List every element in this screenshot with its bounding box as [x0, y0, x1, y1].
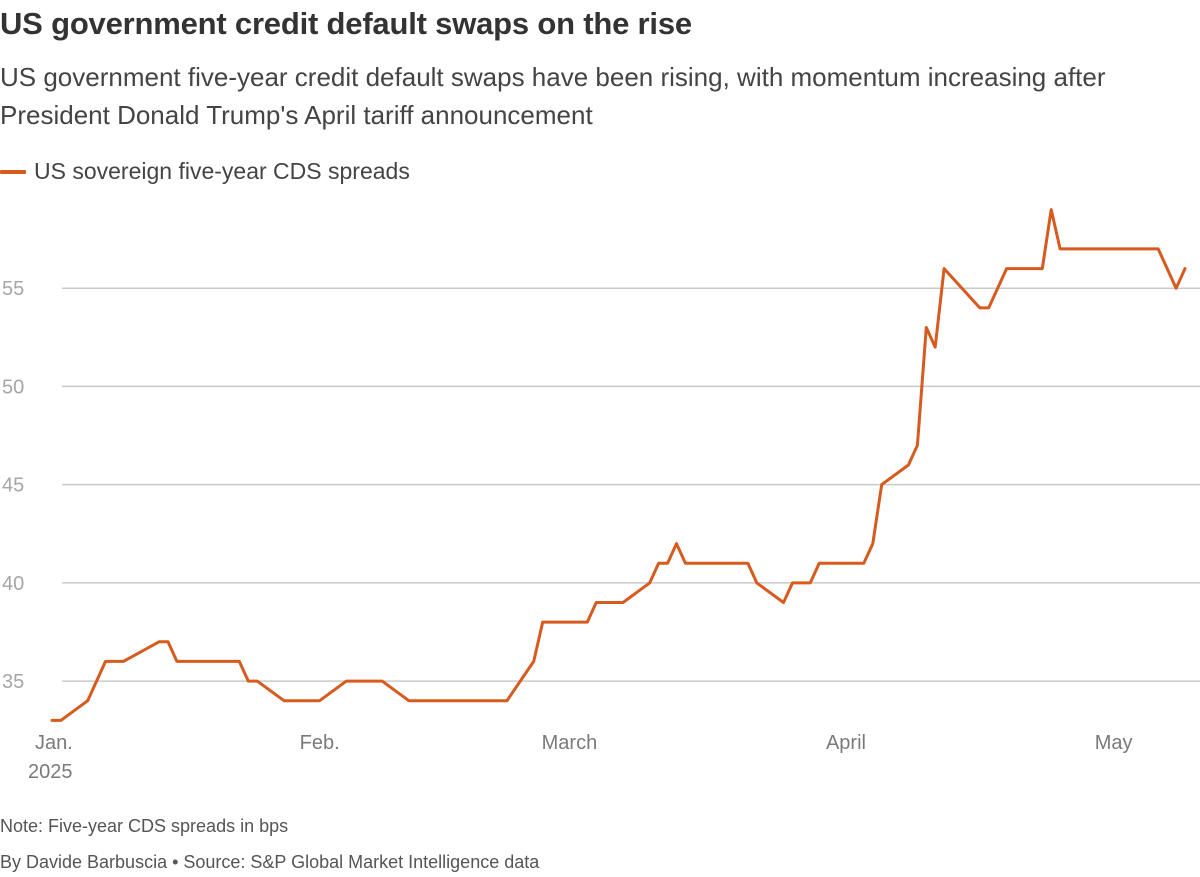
- series-layer: [50, 208, 1187, 722]
- chart-title: US government credit default swaps on th…: [0, 6, 692, 41]
- y-axis-ticks: 35 40 45 50 55: [2, 278, 24, 693]
- x-tick-label-april: April: [826, 732, 866, 754]
- legend-label: US sovereign five-year CDS spreads: [34, 158, 410, 184]
- legend-swatch: [0, 169, 26, 174]
- series-line-us-cds: [50, 208, 1187, 722]
- x-axis-ticks: Jan. 2025 Feb. March April May: [28, 732, 1133, 783]
- y-tick-label-35: 35: [2, 671, 24, 693]
- y-tick-label-40: 40: [2, 573, 24, 595]
- chart-note: Note: Five-year CDS spreads in bps: [0, 816, 289, 836]
- x-tick-label-feb: Feb.: [300, 732, 340, 754]
- y-tick-label-55: 55: [2, 278, 24, 300]
- chart-credit: By Davide Barbuscia • Source: S&P Global…: [0, 852, 540, 872]
- y-tick-label-50: 50: [2, 376, 24, 398]
- x-tick-label-may: May: [1095, 732, 1133, 754]
- x-tick-sublabel-year: 2025: [28, 761, 73, 783]
- cds-line-chart: 35 40 45 50 55 Jan. 2025 Feb. March April May: [2, 208, 1200, 783]
- chart-subtitle: US government five-year credit default s…: [0, 62, 1106, 130]
- grid-lines: [62, 287, 1200, 682]
- y-tick-label-45: 45: [2, 475, 24, 497]
- legend: US sovereign five-year CDS spreads: [0, 158, 410, 185]
- x-tick-label-march: March: [542, 732, 598, 754]
- x-tick-label-jan: Jan.: [35, 732, 73, 754]
